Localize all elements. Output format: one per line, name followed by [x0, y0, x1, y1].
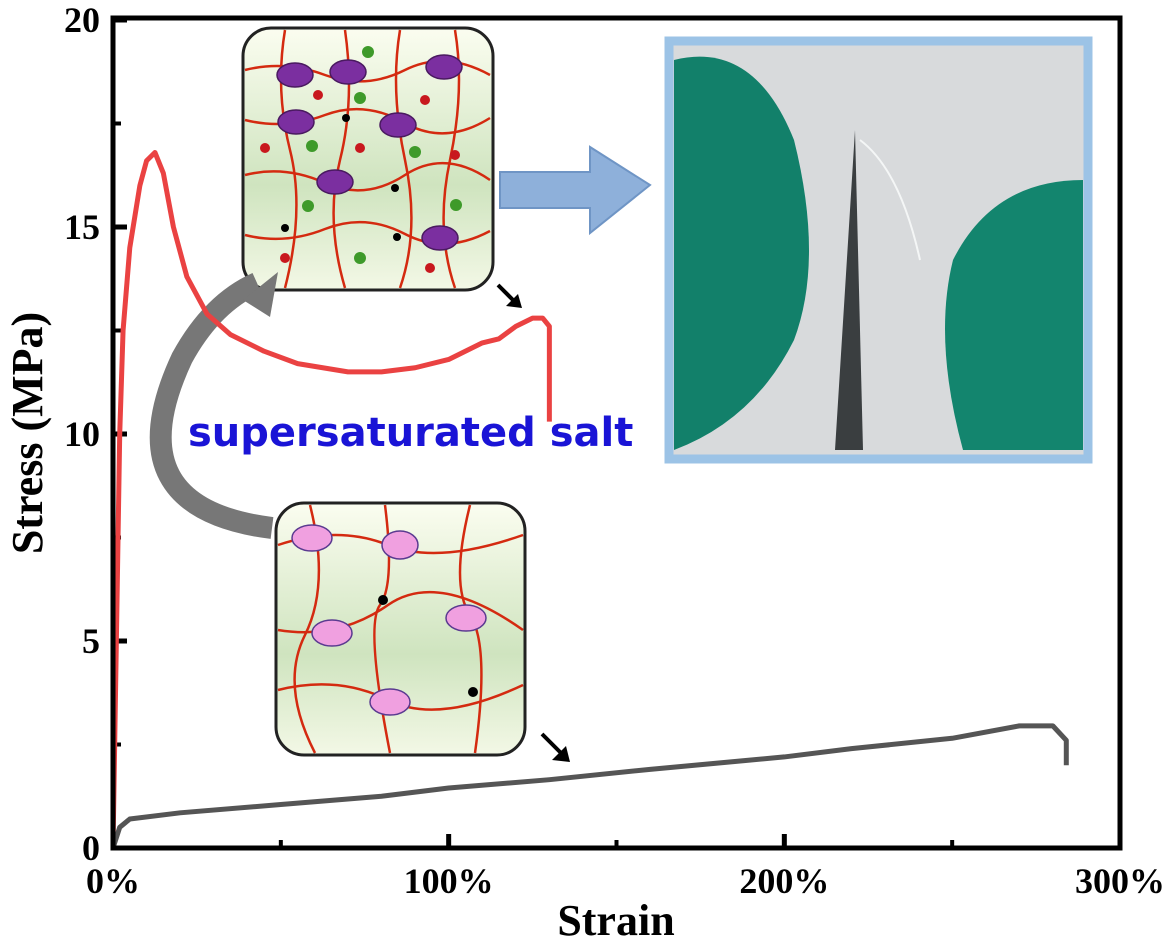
x-tick-label: 100%	[404, 861, 494, 901]
network-inset-bottom	[274, 501, 527, 757]
y-tick-label: 10	[64, 414, 100, 454]
pointer-heads	[506, 294, 570, 762]
x-axis-label: Strain	[557, 896, 674, 945]
network-inset-top	[241, 26, 495, 292]
arrow	[243, 272, 278, 317]
y-tick-label: 20	[64, 0, 100, 40]
y-axis-label: Stress (MPa)	[3, 312, 52, 554]
arrow	[149, 272, 274, 539]
x-tick-label: 300%	[1075, 861, 1165, 901]
x-tick-label: 200%	[739, 861, 829, 901]
annotation: supersaturated salt	[188, 410, 633, 456]
series-line	[110, 149, 552, 849]
arrow	[499, 145, 652, 236]
plot-frame	[110, 15, 1123, 851]
x-tick-label: 0%	[86, 861, 140, 901]
y-tick-label: 5	[82, 621, 100, 661]
y-tick-label: 0	[82, 828, 100, 868]
photo-inset	[664, 36, 1093, 464]
y-tick-label: 15	[64, 207, 100, 247]
series-line	[110, 723, 1069, 849]
pointer-arrows	[496, 283, 564, 756]
